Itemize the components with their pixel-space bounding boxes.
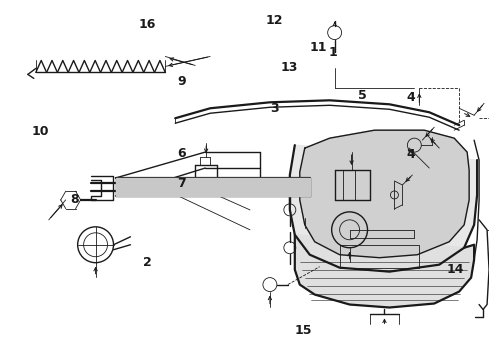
Text: 11: 11 xyxy=(310,41,327,54)
Text: 1: 1 xyxy=(328,46,337,59)
Text: 13: 13 xyxy=(280,60,297,73)
Text: 8: 8 xyxy=(70,193,78,206)
Text: 12: 12 xyxy=(266,14,283,27)
Text: 10: 10 xyxy=(31,125,49,138)
Text: 15: 15 xyxy=(295,324,312,337)
Text: 2: 2 xyxy=(143,256,152,269)
Polygon shape xyxy=(290,145,477,272)
Text: 3: 3 xyxy=(270,102,279,115)
Text: 4: 4 xyxy=(407,148,416,161)
Text: 6: 6 xyxy=(177,147,186,159)
Polygon shape xyxy=(300,130,469,258)
Text: 7: 7 xyxy=(177,177,186,190)
Text: 5: 5 xyxy=(358,89,367,102)
Polygon shape xyxy=(116,178,310,196)
Polygon shape xyxy=(295,235,474,307)
Text: 9: 9 xyxy=(177,75,186,88)
Text: 16: 16 xyxy=(139,18,156,31)
Text: 14: 14 xyxy=(446,263,464,276)
Text: 4: 4 xyxy=(407,91,416,104)
